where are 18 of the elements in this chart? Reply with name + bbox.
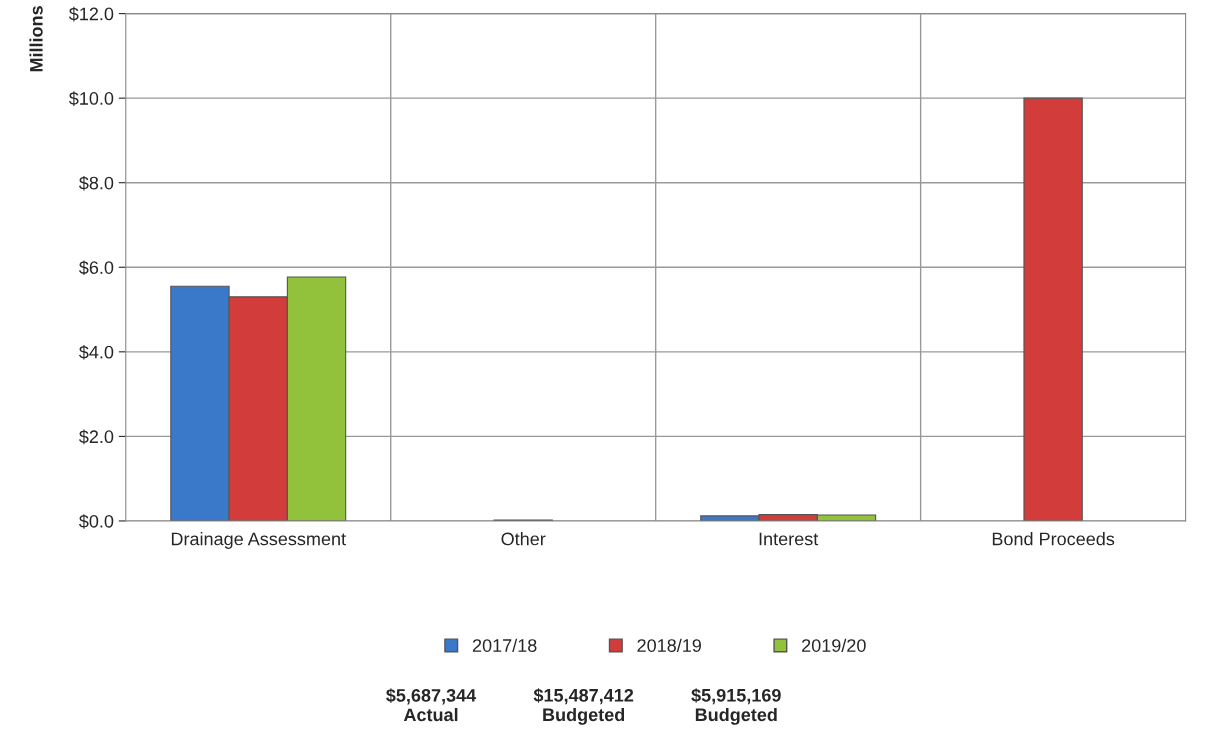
x-tick-label: Bond Proceeds [992, 532, 1115, 546]
x-tick-label: Other [501, 532, 546, 546]
y-tick-label: $8.0 [79, 175, 114, 191]
legend-label: 2019/20 [802, 638, 866, 652]
x-tick-label: Interest [759, 532, 819, 546]
y-tick-label: $2.0 [79, 429, 114, 445]
text: $5,687,344 Actual [386, 688, 477, 722]
y-tick-label: $12.0 [68, 6, 114, 22]
legend-label: 2018/19 [637, 638, 701, 652]
text: $15,487,412 Budgeted [533, 688, 634, 725]
y-axis-title: Millions [29, 6, 43, 72]
legend-label: 2017/18 [472, 638, 537, 652]
text: $5,915,169 Budgeted [691, 688, 781, 725]
x-tick-label: Drainage Assessment [171, 532, 346, 549]
y-tick-label: $0.0 [79, 514, 114, 529]
y-tick-label: $6.0 [79, 260, 114, 276]
y-tick-label: $4.0 [79, 345, 114, 360]
y-tick-label: $10.0 [68, 91, 114, 106]
